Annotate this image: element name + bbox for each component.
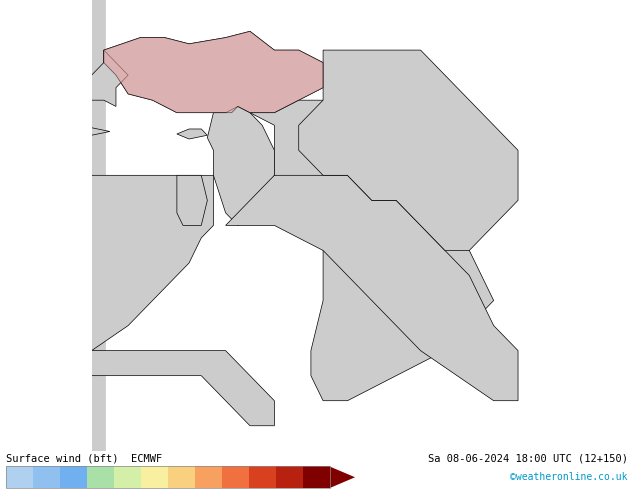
Bar (34, 466, 60, 488)
Bar (249, 466, 276, 488)
Polygon shape (91, 175, 214, 351)
Bar (114, 466, 141, 488)
Polygon shape (91, 351, 275, 426)
Polygon shape (79, 128, 110, 135)
Polygon shape (207, 106, 275, 225)
Bar (222, 466, 249, 488)
Bar (141, 466, 168, 488)
Bar (303, 466, 330, 488)
Polygon shape (299, 50, 518, 250)
Polygon shape (250, 100, 494, 401)
Bar (87, 466, 114, 488)
Text: ©weatheronline.co.uk: ©weatheronline.co.uk (510, 472, 628, 482)
Bar (6, 466, 33, 488)
Bar (168, 466, 195, 488)
Bar (276, 466, 303, 488)
Polygon shape (177, 175, 207, 225)
Text: Sa 08-06-2024 18:00 UTC (12+150): Sa 08-06-2024 18:00 UTC (12+150) (428, 454, 628, 464)
Polygon shape (330, 466, 355, 488)
Polygon shape (104, 31, 323, 113)
Polygon shape (177, 129, 207, 139)
Polygon shape (226, 175, 518, 401)
Polygon shape (104, 31, 323, 113)
Bar (6, 466, 330, 488)
Polygon shape (91, 50, 128, 106)
Bar (195, 466, 222, 488)
Text: Surface wind (bft)  ECMWF: Surface wind (bft) ECMWF (6, 454, 162, 464)
Bar (60, 466, 87, 488)
